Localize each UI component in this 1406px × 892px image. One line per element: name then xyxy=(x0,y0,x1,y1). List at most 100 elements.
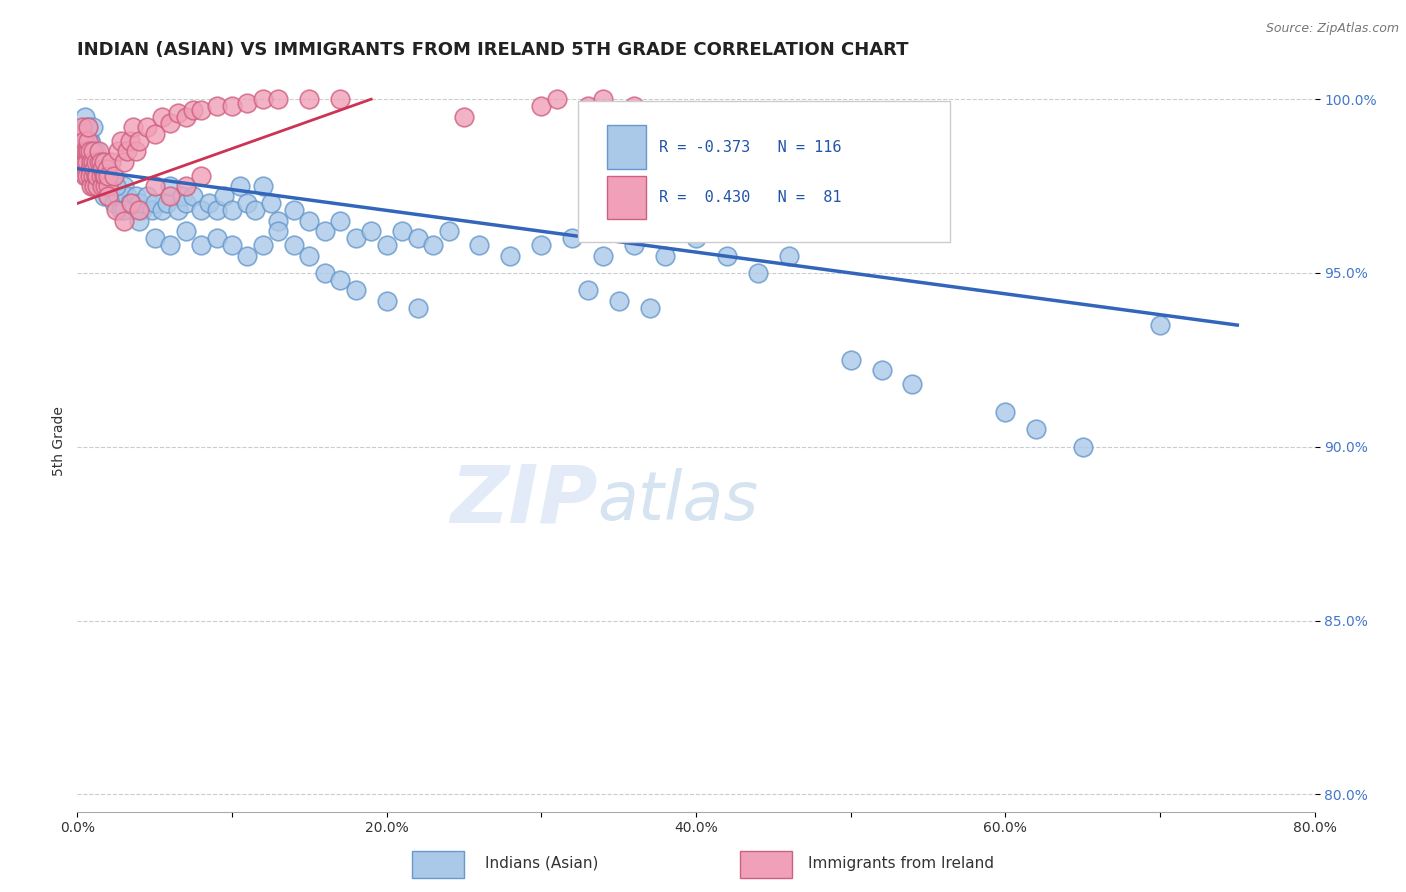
Point xyxy=(75,169,96,183)
Point xyxy=(174,110,197,124)
Point xyxy=(72,145,94,159)
Point xyxy=(86,179,108,194)
Text: R =  0.430   N =  81: R = 0.430 N = 81 xyxy=(659,190,841,205)
Point xyxy=(870,363,893,377)
Point xyxy=(72,134,94,148)
Text: Immigrants from Ireland: Immigrants from Ireland xyxy=(808,856,994,871)
Point xyxy=(84,169,107,183)
Point xyxy=(167,203,190,218)
Point xyxy=(77,134,100,148)
Point xyxy=(360,224,382,238)
Point xyxy=(83,161,105,176)
Point xyxy=(76,169,98,183)
Point xyxy=(90,169,111,183)
Point xyxy=(260,196,283,211)
Point xyxy=(994,405,1017,419)
FancyBboxPatch shape xyxy=(607,126,647,169)
Point xyxy=(72,120,94,134)
Point xyxy=(70,134,93,148)
Point xyxy=(105,179,127,194)
Point xyxy=(80,154,103,169)
Point xyxy=(118,196,141,211)
Point xyxy=(329,92,352,106)
Point xyxy=(716,249,738,263)
Point xyxy=(468,238,491,252)
Point xyxy=(86,179,108,194)
Point xyxy=(97,169,120,183)
Point xyxy=(592,249,614,263)
Point xyxy=(576,283,599,297)
Point xyxy=(623,99,645,113)
Point xyxy=(245,203,267,218)
Point xyxy=(422,238,444,252)
Point xyxy=(391,224,413,238)
Point xyxy=(136,120,159,134)
Point xyxy=(236,95,259,110)
Text: Indians (Asian): Indians (Asian) xyxy=(485,856,599,871)
Point xyxy=(69,127,91,141)
Text: Source: ZipAtlas.com: Source: ZipAtlas.com xyxy=(1265,22,1399,36)
Point xyxy=(83,179,105,194)
Point xyxy=(152,203,174,218)
Point xyxy=(167,106,190,120)
Point xyxy=(172,189,194,203)
Point xyxy=(221,99,243,113)
Point xyxy=(84,145,107,159)
Point xyxy=(901,377,924,392)
Point xyxy=(77,120,100,134)
Point xyxy=(97,189,120,203)
FancyBboxPatch shape xyxy=(607,176,647,219)
Point xyxy=(530,238,553,252)
Point xyxy=(437,224,460,238)
Point xyxy=(76,145,98,159)
Point xyxy=(82,169,104,183)
Point xyxy=(93,169,115,183)
Point xyxy=(283,203,305,218)
Point xyxy=(112,203,135,218)
Point xyxy=(607,293,630,308)
Point xyxy=(100,154,122,169)
Point xyxy=(90,154,111,169)
Point xyxy=(112,154,135,169)
Point xyxy=(75,145,96,159)
Point xyxy=(76,154,98,169)
Point xyxy=(198,196,221,211)
Point xyxy=(77,145,100,159)
Point xyxy=(94,169,117,183)
Point xyxy=(79,134,101,148)
Point xyxy=(839,352,862,367)
Point xyxy=(112,214,135,228)
Point xyxy=(375,293,398,308)
Point xyxy=(83,161,105,176)
Point xyxy=(77,120,100,134)
Point xyxy=(91,161,114,176)
Point xyxy=(76,154,98,169)
Point xyxy=(623,238,645,252)
Point xyxy=(107,189,129,203)
Point xyxy=(190,103,212,117)
Point xyxy=(174,224,197,238)
Point xyxy=(82,154,104,169)
Text: atlas: atlas xyxy=(598,467,758,533)
Point xyxy=(86,169,108,183)
Point xyxy=(344,283,367,297)
Point xyxy=(128,134,150,148)
Point xyxy=(93,154,115,169)
Point xyxy=(75,110,96,124)
Point xyxy=(70,120,93,134)
Point xyxy=(576,99,599,113)
Point xyxy=(453,110,475,124)
Point xyxy=(298,92,321,106)
Point xyxy=(118,134,141,148)
Point xyxy=(91,179,114,194)
Point xyxy=(97,179,120,194)
Point xyxy=(79,169,101,183)
Text: INDIAN (ASIAN) VS IMMIGRANTS FROM IRELAND 5TH GRADE CORRELATION CHART: INDIAN (ASIAN) VS IMMIGRANTS FROM IRELAN… xyxy=(77,41,908,59)
Point xyxy=(79,161,101,176)
Point xyxy=(183,103,205,117)
Point xyxy=(136,189,159,203)
Point xyxy=(778,249,800,263)
Point xyxy=(115,189,138,203)
Point xyxy=(344,231,367,245)
Point xyxy=(561,231,583,245)
